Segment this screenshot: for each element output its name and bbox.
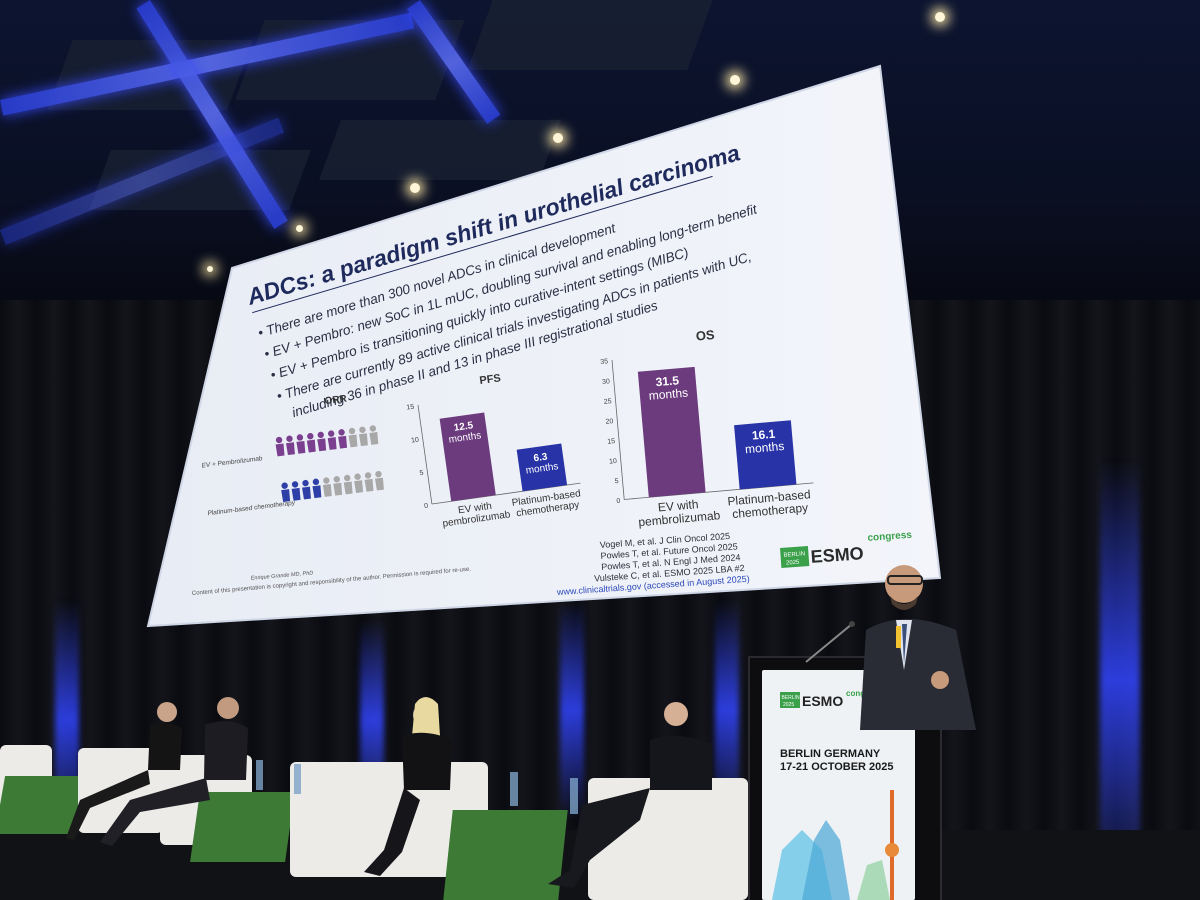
y-axis (417, 404, 433, 505)
berlin-skyline-illustration (772, 790, 899, 900)
y-tick-label: 5 (614, 478, 619, 485)
y-tick-label: 35 (600, 358, 608, 366)
bar-value-label: 31.5months (647, 373, 689, 403)
water-bottle (510, 772, 518, 806)
person-icon-empty (364, 472, 374, 492)
lanyard (896, 626, 901, 648)
orr-title: ORR (324, 393, 348, 407)
svg-text:2025: 2025 (783, 702, 794, 708)
person-icon-empty (348, 427, 358, 448)
blue-uplight (1100, 460, 1140, 900)
person-icon-empty (374, 470, 384, 491)
y-tick-label: 5 (419, 470, 424, 477)
person-icon-filled (312, 478, 322, 499)
person-icon-filled (327, 430, 337, 450)
bar (734, 420, 797, 490)
person-icon-empty (369, 425, 379, 445)
bar (439, 412, 496, 502)
y-tick-label: 30 (602, 378, 610, 386)
category-label: Platinum-basedchemotherapy (727, 487, 812, 521)
bar-value-label: 6.3months (524, 450, 560, 476)
esmo-brand-text: ESMO (810, 543, 864, 567)
y-tick-label: 0 (616, 498, 621, 505)
stage-spotlight (935, 12, 945, 22)
chart-title: PFS (479, 372, 502, 387)
stage-spotlight (553, 133, 563, 143)
person-icon-filled (317, 431, 327, 452)
stage-spotlight (207, 266, 213, 272)
y-tick-label: 0 (424, 503, 429, 510)
panelist (364, 697, 452, 876)
person-icon-empty (354, 473, 364, 494)
y-axis (611, 359, 625, 500)
water-bottle (256, 760, 263, 790)
person-icon-filled (338, 429, 348, 449)
person-icon-filled (296, 434, 306, 454)
slide-esmo-logo: BERLIN 2025 ESMO congress (780, 530, 913, 568)
stage-spotlight (730, 75, 740, 85)
stage-spotlight (296, 225, 303, 232)
bar-value-label: 12.5months (447, 419, 483, 445)
person-icon-filled (302, 479, 311, 500)
stage-spotlight (410, 183, 420, 193)
presenter-name: Enrique Grande MD, PhD (251, 570, 314, 581)
svg-text:congress: congress (867, 530, 913, 544)
person-icon-empty (358, 426, 368, 447)
svg-text:BERLIN: BERLIN (782, 695, 800, 701)
panelist (66, 702, 182, 840)
orr-pictogram-chemo (281, 470, 384, 502)
svg-text:ESMO: ESMO (802, 693, 843, 709)
bar-value-label: 16.1months (743, 426, 785, 456)
chart-title: OS (695, 327, 715, 344)
svg-text:BERLIN: BERLIN (783, 551, 805, 558)
panelist (100, 697, 248, 846)
person-icon-filled (281, 482, 291, 502)
bar (637, 366, 706, 498)
person-icon-empty (333, 476, 343, 496)
water-bottle (570, 778, 578, 814)
y-tick-label: 25 (604, 398, 612, 406)
svg-text:2025: 2025 (786, 560, 800, 567)
person-icon-empty (343, 474, 353, 495)
y-tick-label: 10 (411, 437, 420, 445)
y-tick-label: 15 (406, 404, 415, 412)
y-tick-label: 20 (605, 418, 613, 426)
microphone-icon (805, 621, 855, 663)
orr-pictogram-ev (275, 425, 379, 457)
person-icon-filled (285, 435, 295, 456)
y-tick-label: 15 (607, 438, 615, 446)
person-icon-filled (291, 481, 301, 501)
podium-location: BERLIN GERMANY 17-21 OCTOBER 2025 (780, 748, 894, 773)
person-icon-filled (306, 432, 316, 453)
person-icon-empty (322, 477, 332, 497)
y-tick-label: 10 (609, 458, 617, 466)
water-bottle (294, 764, 301, 794)
person-icon-filled (275, 436, 285, 457)
speaker (860, 565, 976, 730)
panelist (548, 702, 712, 888)
bar (516, 443, 568, 492)
